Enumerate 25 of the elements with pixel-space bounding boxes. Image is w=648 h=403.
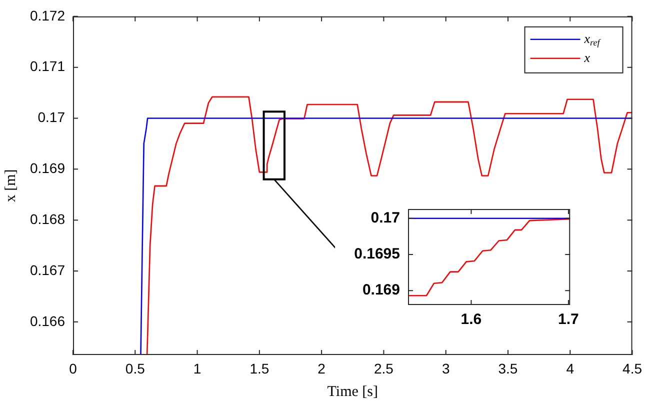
x-tick-label: 1.5 <box>250 360 270 376</box>
y-tick-label: 0.1695 <box>354 246 400 263</box>
x-tick-label: 0.5 <box>125 360 146 376</box>
x-tick-label: 3.5 <box>498 360 518 376</box>
y-tick-label: 0.168 <box>30 210 66 227</box>
y-tick-label: 0.172 <box>30 7 66 24</box>
y-tick-label: 0.17 <box>38 109 66 126</box>
y-axis-title: x [m] <box>2 169 19 202</box>
x-tick-label: 2.5 <box>374 360 394 376</box>
x-tick-label: 4 <box>566 360 574 376</box>
x-tick-label: 1.6 <box>460 311 482 328</box>
y-tick-label: 0.169 <box>362 282 400 299</box>
y-tick-label: 0.17 <box>370 210 400 227</box>
x-tick-label: 2 <box>318 360 326 376</box>
y-tick-label: 0.171 <box>30 58 66 74</box>
y-tick-label: 0.167 <box>30 262 66 278</box>
y-tick-label: 0.166 <box>30 312 66 329</box>
x-tick-label: 3 <box>442 360 450 376</box>
legend-label: x <box>583 50 590 65</box>
x-tick-label: 0 <box>69 360 78 376</box>
x-tick-label: 1.7 <box>558 311 579 328</box>
x-tick-label: 1 <box>193 360 202 376</box>
y-tick-label: 0.169 <box>30 160 66 176</box>
x-axis-title: Time [s] <box>327 384 378 400</box>
x-tick-label: 4.5 <box>622 360 642 376</box>
